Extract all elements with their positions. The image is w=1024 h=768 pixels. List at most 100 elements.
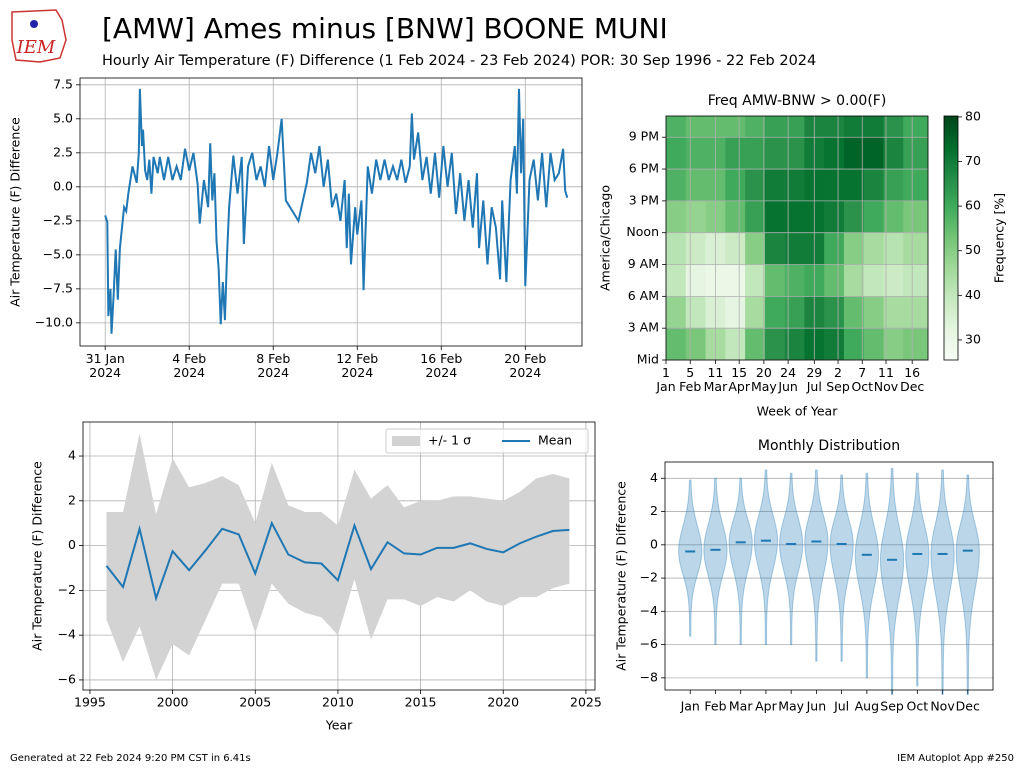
heat-cell xyxy=(784,296,805,329)
x-tick-label-line: Jun xyxy=(777,379,798,394)
heat-cell xyxy=(863,232,884,265)
heat-cell xyxy=(903,328,929,361)
heat-cell xyxy=(824,169,845,202)
x-tick-label-line: 16 Feb xyxy=(420,351,462,366)
heat-cell xyxy=(824,200,845,233)
heat-cell xyxy=(685,137,706,170)
x-tick-label-line: 2 xyxy=(834,365,842,380)
sigma-band xyxy=(106,433,570,680)
x-tick-label: Aug xyxy=(855,699,879,714)
x-axis-label: Year xyxy=(325,718,353,733)
footer-left: Generated at 22 Feb 2024 9:20 PM CST in … xyxy=(10,753,251,764)
x-tick-label-line: 11 xyxy=(707,365,723,380)
colorbar-tick-label: 70 xyxy=(965,153,981,168)
heat-cell xyxy=(843,116,865,138)
x-tick-label: May xyxy=(778,699,804,714)
heat-cell xyxy=(666,264,687,297)
y-tick-label: 9 AM xyxy=(628,256,659,271)
y-tick-label: −4 xyxy=(640,603,658,618)
heat-cell xyxy=(903,169,929,202)
heat-cell xyxy=(685,116,706,138)
heat-cell xyxy=(685,328,706,361)
heat-cell xyxy=(666,116,687,138)
x-tick-label: 5 Feb xyxy=(679,365,701,394)
x-tick-label: 15 Apr xyxy=(728,365,750,394)
x-tick-label-line: 2024 xyxy=(509,365,541,380)
y-tick-label: Mid xyxy=(637,352,659,367)
x-tick-label: Dec xyxy=(956,699,980,714)
y-tick-label: 9 PM xyxy=(629,129,659,144)
logo: IEM xyxy=(11,9,67,63)
x-tick-label: 4 Feb 2024 xyxy=(172,351,206,380)
heat-cell xyxy=(883,232,904,265)
heat-cell xyxy=(725,200,746,233)
heat-cell xyxy=(903,137,929,170)
legend-swatch xyxy=(392,436,420,446)
heat-cell xyxy=(745,264,766,297)
plot-frame xyxy=(665,115,929,361)
colorbar-tick-label: 80 xyxy=(965,108,981,123)
x-tick-label: 2020 xyxy=(487,695,519,710)
heat-cell xyxy=(666,296,687,329)
heat-cell xyxy=(764,328,785,361)
x-tick-label: 24 Jun xyxy=(777,365,798,394)
heat-cell xyxy=(685,296,706,329)
logo-icon xyxy=(30,20,38,28)
heat-cell xyxy=(863,200,884,233)
y-tick-label: −7.5 xyxy=(43,280,73,295)
heat-cell xyxy=(745,169,766,202)
x-tick-label-line: 15 xyxy=(731,365,747,380)
y-tick-label: −6 xyxy=(640,636,658,651)
x-tick-label: 2005 xyxy=(239,695,271,710)
y-axis-label: Air Temperature (F) Difference xyxy=(30,461,45,651)
x-tick-label-line: 16 xyxy=(904,365,920,380)
x-tick-label-line: 2024 xyxy=(257,365,289,380)
heat-cell xyxy=(685,200,706,233)
x-tick-label-line: 20 Feb xyxy=(504,351,546,366)
heat-cell xyxy=(745,232,766,265)
legend-label: Mean xyxy=(538,433,572,448)
y-tick-label: −8 xyxy=(640,669,658,684)
heat-cell xyxy=(863,169,884,202)
x-tick-label-line: 2024 xyxy=(173,365,205,380)
x-tick-label: 8 Feb 2024 xyxy=(256,351,290,380)
heat-cell xyxy=(745,137,766,170)
y-axis-label: Air Temperature (F) Difference xyxy=(614,481,629,671)
heat-cell xyxy=(784,116,805,138)
x-tick-label-line: Feb xyxy=(679,379,701,394)
heat-cell xyxy=(863,137,884,170)
heat-cell xyxy=(725,137,746,170)
chart-title: Monthly Distribution xyxy=(758,438,900,454)
heat-cell xyxy=(666,328,687,361)
mean-line xyxy=(105,520,570,602)
footer-right: IEM Autoplot App #250 xyxy=(897,753,1014,764)
x-tick-label: 2025 xyxy=(570,695,602,710)
x-tick-label-line: 8 Feb xyxy=(256,351,290,366)
colorbar-tick-label: 50 xyxy=(965,242,981,257)
heat-cell xyxy=(784,328,805,361)
y-tick-label: Noon xyxy=(626,224,659,239)
heat-cell xyxy=(863,116,884,138)
x-tick-label: 16 Feb 2024 xyxy=(420,351,462,380)
heat-cell xyxy=(725,328,746,361)
x-tick-label-line: Dec xyxy=(900,379,924,394)
heat-cell xyxy=(903,264,929,297)
heat-cell xyxy=(725,296,746,329)
x-tick-label-line: Jul xyxy=(806,379,822,394)
logo-text: IEM xyxy=(16,37,56,58)
legend: +/- 1 σ Mean xyxy=(385,428,589,454)
violin-body xyxy=(829,474,854,662)
line xyxy=(104,88,569,334)
x-tick-label: 16 Dec xyxy=(900,365,924,394)
y-tick-label: 0.0 xyxy=(53,178,73,193)
x-tick-label: 11 Nov xyxy=(874,365,899,394)
violin-body xyxy=(779,472,804,646)
heat-cell xyxy=(784,232,805,265)
heat-cell xyxy=(784,200,805,233)
violin-body xyxy=(854,472,879,679)
heat-cell xyxy=(685,264,706,297)
x-tick-label-line: Apr xyxy=(728,379,750,394)
x-tick-label-line: 31 Jan xyxy=(86,351,125,366)
heat-cell xyxy=(666,169,687,202)
y-tick-label: 3 AM xyxy=(628,320,659,335)
